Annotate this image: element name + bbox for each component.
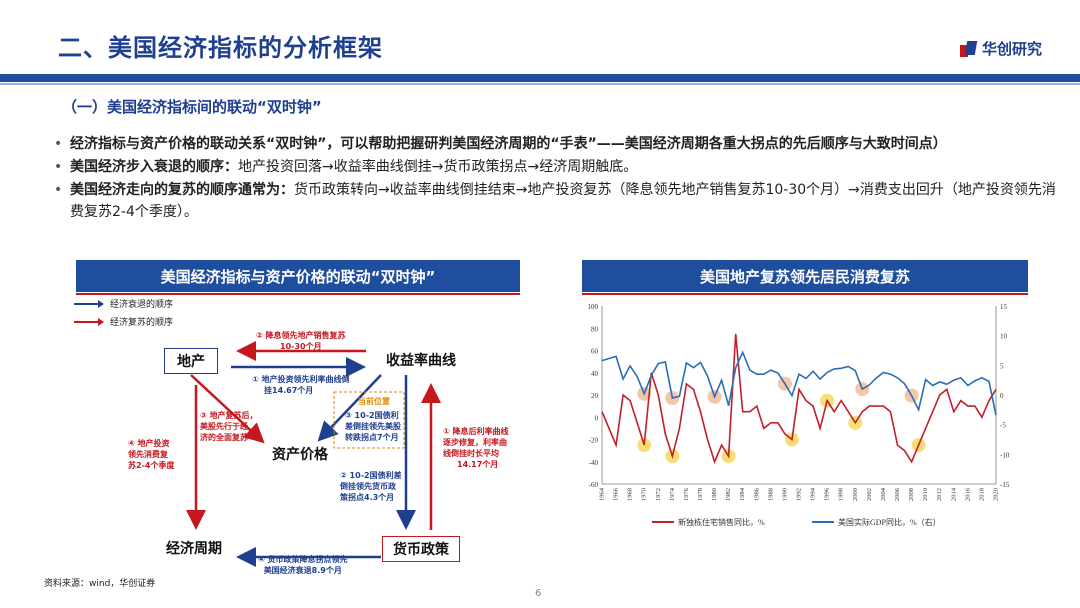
bullet-key: 美国经济步入衰退的顺序： — [70, 159, 238, 175]
current-position-box — [333, 391, 405, 449]
section-subtitle: （一）美国经济指标间的联动“双时钟” — [62, 98, 322, 116]
node-yield-curve: 收益率曲线 — [386, 353, 456, 369]
x-tick: 1998 — [838, 488, 845, 501]
blue-arrow-icon — [74, 299, 104, 308]
logo: 华创研究 — [959, 38, 1042, 59]
node-real-estate: 地产 — [164, 348, 218, 374]
housing-gdp-chart: 100 80 60 40 20 0 -20 -40 -60 15 10 5 0 -5 -10 -15 1964 1… — [588, 303, 1010, 527]
x-tick: 1964 — [598, 487, 605, 501]
x-tick: 1970 — [641, 488, 648, 501]
bullet-item: 经济指标与资产价格的联动关系“双时钟”，可以帮助把握研判美国经济周期的“手表”—… — [52, 133, 1062, 155]
x-tick: 1984 — [739, 487, 746, 501]
node-economic-cycle: 经济周期 — [166, 541, 222, 557]
x-tick: 1988 — [767, 488, 774, 501]
y-tick-left: 80 — [591, 325, 599, 333]
y-tick-right: 5 — [1000, 362, 1004, 370]
right-panel-title: 美国地产复苏领先居民消费复苏 — [582, 260, 1028, 295]
bullet-text: 货币政策转向→收益率曲线倒挂结束→地产投资复苏（降息领先地产销售复苏10-30个… — [70, 182, 1056, 220]
y-tick-left: -20 — [589, 437, 599, 445]
x-tick: 2008 — [908, 488, 915, 501]
arrow-red-diag — [190, 374, 265, 444]
x-tick: 1986 — [753, 487, 760, 501]
bullet-text: 经济指标与资产价格的联动关系“双时钟”，可以帮助把握研判美国经济周期的“手表”—… — [70, 136, 947, 152]
y-tick-left: -40 — [589, 459, 599, 467]
y-tick-right: 10 — [1000, 333, 1008, 341]
x-tick: 1982 — [725, 488, 732, 501]
x-tick: 2012 — [936, 488, 943, 501]
legend-label: 美国实际GDP同比，%（右） — [838, 517, 941, 527]
note-real-estate-lead: ① 地产投资领先利率曲线倒 挂14.67个月 — [252, 375, 350, 395]
y-tick-right: 0 — [1000, 392, 1004, 400]
logo-text: 华创研究 — [981, 40, 1042, 58]
note-rate-cut-lead: ② 降息领先地产销售复苏 10-30个月 — [256, 331, 346, 351]
left-panel-title: 美国经济指标与资产价格的联动“双时钟” — [76, 260, 520, 295]
x-tick: 1966 — [613, 487, 620, 501]
legend-label: 经济复苏的顺序 — [110, 318, 174, 328]
y-tick-right: -15 — [1000, 481, 1010, 489]
legend-label: 新独栋住宅销售同比，% — [678, 517, 765, 527]
y-tick-left: 40 — [591, 370, 599, 378]
x-tick: 2010 — [922, 488, 929, 501]
note-inversion-duration: ① 降息后利率曲线 逐步修复，利率曲 线倒挂时长平均 14.17个月 — [443, 427, 509, 469]
legend-item-recession: 经济衰退的顺序 — [74, 297, 173, 310]
y-tick-left: 20 — [591, 392, 599, 400]
y-tick-right: -5 — [1000, 422, 1006, 430]
double-clock-diagram — [186, 341, 441, 567]
header-divider-thin — [0, 83, 1080, 85]
y-tick-right: 15 — [1000, 303, 1008, 311]
bullet-item: 美国经济步入衰退的顺序：地产投资回落→收益率曲线倒挂→货币政策拐点→经济周期触底… — [52, 156, 1062, 178]
x-tick: 2018 — [978, 488, 985, 501]
y-tick-left: -60 — [589, 481, 599, 489]
note-consumption-lead: ④ 地产投资 领先消费复 苏2-4个季度 — [128, 439, 175, 470]
bullet-key: 美国经济走向的复苏的顺序通常为： — [70, 182, 294, 198]
y-tick-left: 60 — [591, 348, 599, 356]
note-spread-inversion-equity: ③ 10-2国债利 差倒挂领先美股 转跌拐点7个月 — [345, 411, 401, 442]
x-tick: 1994 — [810, 487, 817, 501]
series-gdp — [601, 350, 997, 416]
note-spread-inversion-policy: ② 10-2国债利差 倒挂领先货币政 策拐点4.3个月 — [340, 471, 402, 502]
note-policy-recession-lead: ④ 货币政策降息拐点领先 美国经济衰退8.9个月 — [258, 555, 348, 575]
logo-icon — [959, 40, 978, 57]
x-tick: 1976 — [683, 487, 690, 501]
bullet-item: 美国经济走向的复苏的顺序通常为：货币政策转向→收益率曲线倒挂结束→地产投资复苏（… — [52, 179, 1062, 223]
note-current-position: 当前位置 — [358, 397, 390, 406]
x-tick: 2016 — [964, 487, 971, 501]
legend-label: 经济衰退的顺序 — [110, 300, 174, 310]
x-tick: 2000 — [852, 488, 859, 501]
x-tick: 2014 — [950, 487, 957, 501]
legend-item-recovery: 经济复苏的顺序 — [74, 315, 173, 328]
y-tick-left: 100 — [588, 303, 599, 311]
x-tick: 1980 — [711, 488, 718, 501]
note-equity-recovery: ③ 地产复苏后， 美股先行于经 济的全面复苏 — [200, 411, 258, 442]
x-tick: 1996 — [824, 487, 831, 501]
x-tick: 1990 — [781, 488, 788, 501]
series-housing-sales — [601, 333, 997, 465]
node-monetary-policy: 货币政策 — [382, 536, 460, 562]
page-title: 二、美国经济指标的分析框架 — [58, 34, 383, 62]
node-asset-price: 资产价格 — [272, 447, 328, 463]
x-tick: 1992 — [795, 488, 802, 501]
red-arrow-icon — [74, 317, 104, 326]
x-tick: 2020 — [992, 488, 999, 501]
x-tick: 2006 — [894, 487, 901, 501]
x-tick: 1974 — [669, 487, 676, 501]
header-divider — [0, 74, 1080, 82]
source-note: 资料来源：wind，华创证券 — [44, 579, 156, 589]
x-tick: 2002 — [866, 488, 873, 501]
y-tick-left: 0 — [595, 414, 599, 422]
x-tick: 1978 — [697, 488, 704, 501]
y-tick-right: -10 — [1000, 451, 1010, 459]
bullet-list: 经济指标与资产价格的联动关系“双时钟”，可以帮助把握研判美国经济周期的“手表”—… — [52, 133, 1062, 224]
bullet-text: 地产投资回落→收益率曲线倒挂→货币政策拐点→经济周期触底。 — [238, 159, 638, 175]
arrow-blue-diag — [317, 374, 382, 442]
x-tick: 1972 — [655, 488, 662, 501]
x-tick: 1968 — [627, 488, 634, 501]
x-tick: 2004 — [880, 487, 887, 501]
page-number: 6 — [535, 588, 542, 599]
